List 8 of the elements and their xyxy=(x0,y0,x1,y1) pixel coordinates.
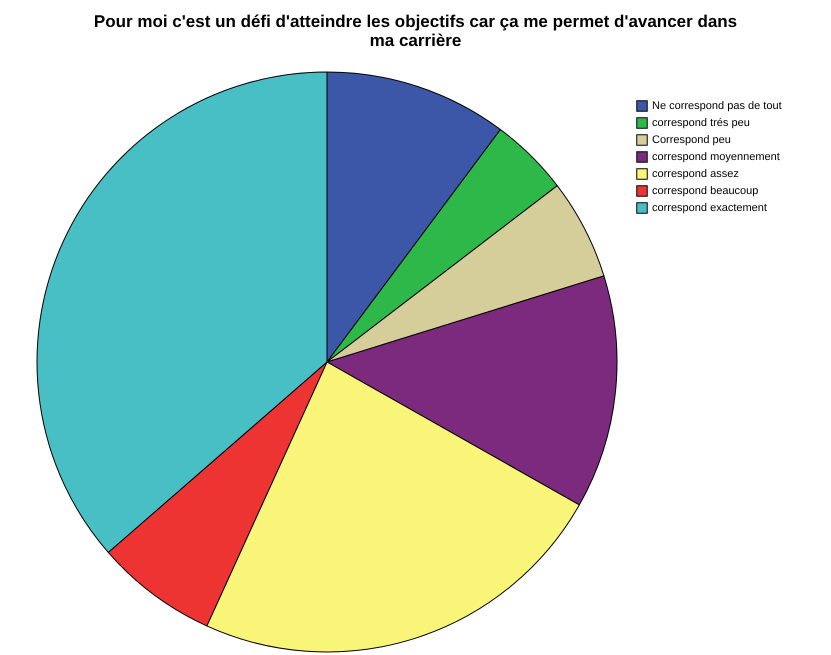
legend-label: Correspond peu xyxy=(652,134,731,146)
legend-label: correspond beaucoup xyxy=(652,185,758,197)
legend-label: correspond assez xyxy=(652,168,739,180)
legend-label: Ne correspond pas de tout xyxy=(652,100,782,112)
legend-label: correspond exactement xyxy=(652,202,767,214)
legend-label: correspond trés peu xyxy=(652,117,750,129)
chart-title: Pour moi c'est un défi d'atteindre les objectifs car ça me permet d'avancer dans ma carrière xyxy=(94,12,738,50)
legend-label: correspond moyennement xyxy=(652,151,780,163)
